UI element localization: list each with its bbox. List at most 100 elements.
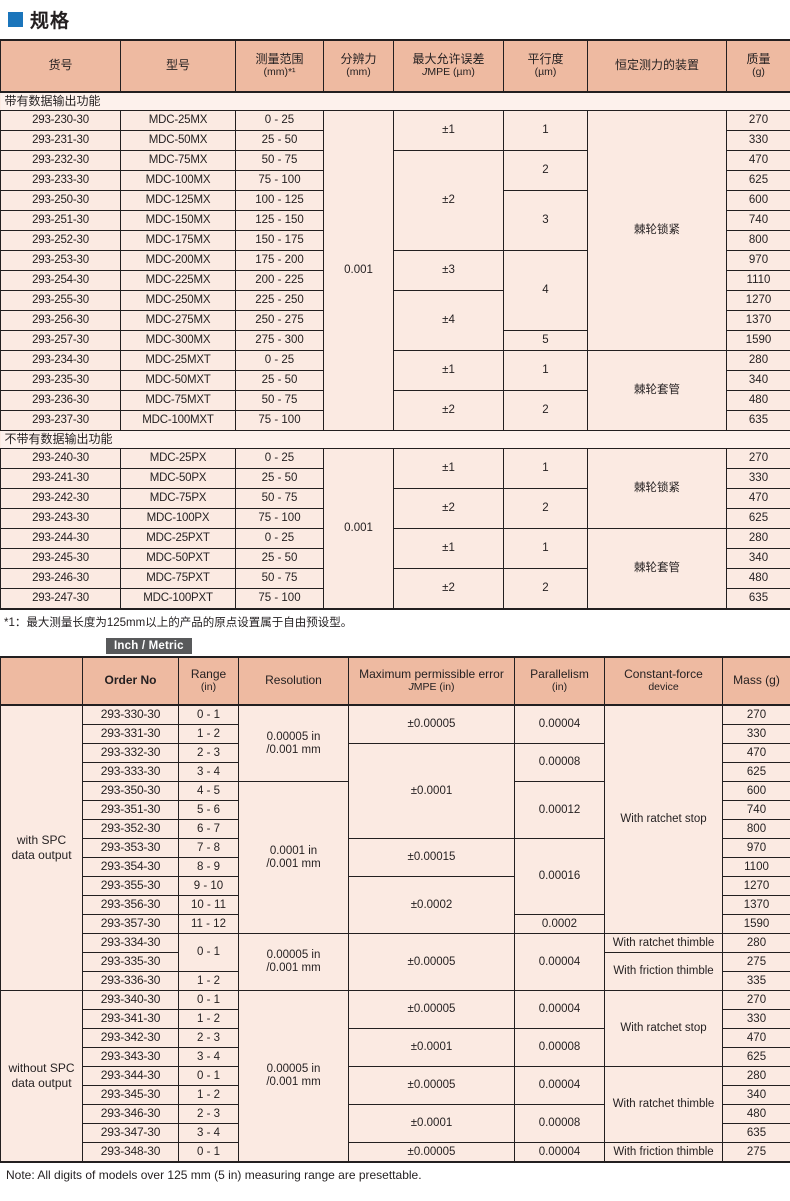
cell-order-no: 293-242-30 [0,488,121,509]
cell-mass: 270 [722,704,790,725]
table-row: 293-255-30 MDC-250MX 225 - 250 ±4 1270 [0,290,790,351]
cell-mass: 970 [722,838,790,858]
page-title: 规格 [30,11,71,32]
cell-order-no: 293-232-30 [0,150,121,171]
mpe-symbol: J [408,680,414,693]
cell-mpe: ±0.00005 [348,990,515,1029]
cell-order-no: 293-343-30 [82,1047,179,1067]
metric-spec-table: 货号 型号 测量范围 (mm)*¹ 分辨力 (mm) 最大允许误差 JMPE (… [0,39,790,610]
cell-range: 250 - 275 [235,310,324,331]
cell-range: 0 - 1 [178,990,239,1010]
cell-mass: 340 [726,548,790,569]
cell-range: 25 - 50 [235,130,324,151]
cell-range: 25 - 50 [235,370,324,391]
cell-order-no: 293-231-30 [0,130,121,151]
cell-order-no: 293-340-30 [82,990,179,1010]
cell-range: 1 - 2 [178,1009,239,1029]
table-row: 293-356-30 10 - 11 1370 [1,895,790,915]
cell-mass: 480 [726,390,790,411]
cell-parallelism: 4 [503,250,588,331]
cell-order-no: 293-345-30 [82,1085,179,1105]
cell-parallelism: 2 [503,150,588,191]
cell-group-side-label: with SPC data output [0,704,83,991]
cell-range: 7 - 8 [178,838,239,858]
table-row: 293-336-30 1 - 2 335 [1,971,790,991]
table-row: 293-231-30 MDC-50MX 25 - 50 330 [0,130,790,151]
table-row: 293-234-30 MDC-25MXT 0 - 25 ±1 1 棘轮套管 280 [0,350,790,431]
table-row: 293-354-30 8 - 9 1100 [1,857,790,877]
cell-order-no: 293-252-30 [0,230,121,251]
cell-line-2: /0.001 mm [266,1076,321,1088]
table-row: 293-237-30 MDC-100MXT 75 - 100 635 [0,410,790,431]
col-header-mpe: 最大允许误差 JMPE (µm) [393,39,504,93]
mpe-unit-text: MPE (µm) [427,65,475,78]
cell-mpe: ±1 [393,528,504,569]
cell-order-no: 293-244-30 [0,528,121,549]
col-header-range-unit: (mm)*¹ [263,65,296,78]
cell-mass: 635 [726,410,790,431]
table-row: 293-342-30 2 - 3 ±0.0001 0.00008 470 [1,1028,790,1067]
cell-mass: 470 [722,743,790,763]
cell-range: 50 - 75 [235,390,324,411]
cell-mass: 330 [726,130,790,151]
cell-mass: 600 [726,190,790,211]
cell-mass: 340 [726,370,790,391]
section-heading: 规格 [0,0,790,39]
cell-order-no: 293-356-30 [82,895,179,915]
cell-order-no: 293-334-30 [82,933,179,953]
cell-mass: 800 [726,230,790,251]
table-row: 293-331-30 1 - 2 330 [1,724,790,744]
cell-parallelism: 5 [503,330,588,351]
cell-line-1: 0.00005 in [266,730,321,743]
cell-order-no: 293-352-30 [82,819,179,839]
cell-mass: 470 [722,1028,790,1048]
cell-line-2: /0.001 mm [266,743,321,756]
cell-model: MDC-100MXT [120,410,236,431]
cell-mpe: ±0.00005 [348,1066,515,1105]
cell-model: MDC-300MX [120,330,236,351]
cell-model: MDC-75MXT [120,390,236,411]
cell-range: 1 - 2 [178,724,239,744]
table-row: 293-254-30 MDC-225MX 200 - 225 1110 [0,270,790,291]
cell-mass: 600 [722,781,790,801]
cell-resolution: 0.0001 in/0.001 mm [238,781,349,934]
table-row: 293-243-30 MDC-100PX 75 - 100 625 [0,508,790,529]
cell-mass: 740 [722,800,790,820]
table-group-label-row: 不带有数据输出功能 [0,430,790,449]
col-header-mpe-main: 最大允许误差 [412,52,485,67]
col-header-parallelism-unit: (µm) [534,65,557,78]
cell-parallelism: 0.00004 [514,1066,605,1105]
col-header-order-no: 货号 [0,39,121,93]
cell-mass: 470 [726,150,790,171]
col-header-range-main: 测量范围 [255,52,304,67]
mpe-symbol: J [422,65,428,78]
cell-mpe: ±2 [393,390,504,431]
cell-range: 100 - 125 [235,190,324,211]
cell-order-no: 293-342-30 [82,1028,179,1048]
cell-parallelism: 0.00004 [514,704,605,744]
cell-mass: 280 [722,1066,790,1086]
cell-model: MDC-100PXT [120,588,236,610]
cell-model: MDC-50MX [120,130,236,151]
cell-order-no: 293-344-30 [82,1066,179,1086]
col-header-mpe-main: Maximum permissible error [359,667,504,682]
cell-mass: 970 [726,250,790,271]
cell-order-no: 293-331-30 [82,724,179,744]
col-header-device: 恒定测力的装置 [587,39,727,93]
cell-mass: 625 [726,170,790,191]
cell-order-no: 293-235-30 [0,370,121,391]
cell-resolution: 0.00005 in/0.001 mm [238,990,349,1163]
cell-order-no: 293-335-30 [82,952,179,972]
bottom-note: Note: All digits of models over 125 mm (… [6,1168,422,1182]
cell-mpe: ±0.00015 [348,838,515,877]
cell-order-no: 293-347-30 [82,1123,179,1143]
cell-mass: 335 [722,971,790,991]
cell-mass: 625 [722,762,790,782]
cell-model: MDC-25PX [120,448,236,469]
cell-range: 3 - 4 [178,1123,239,1143]
cell-range: 75 - 100 [235,170,324,191]
cell-mass: 1370 [726,310,790,331]
cell-device: 棘轮锁紧 [587,110,727,351]
cell-mass: 1590 [722,914,790,934]
cell-range: 200 - 225 [235,270,324,291]
